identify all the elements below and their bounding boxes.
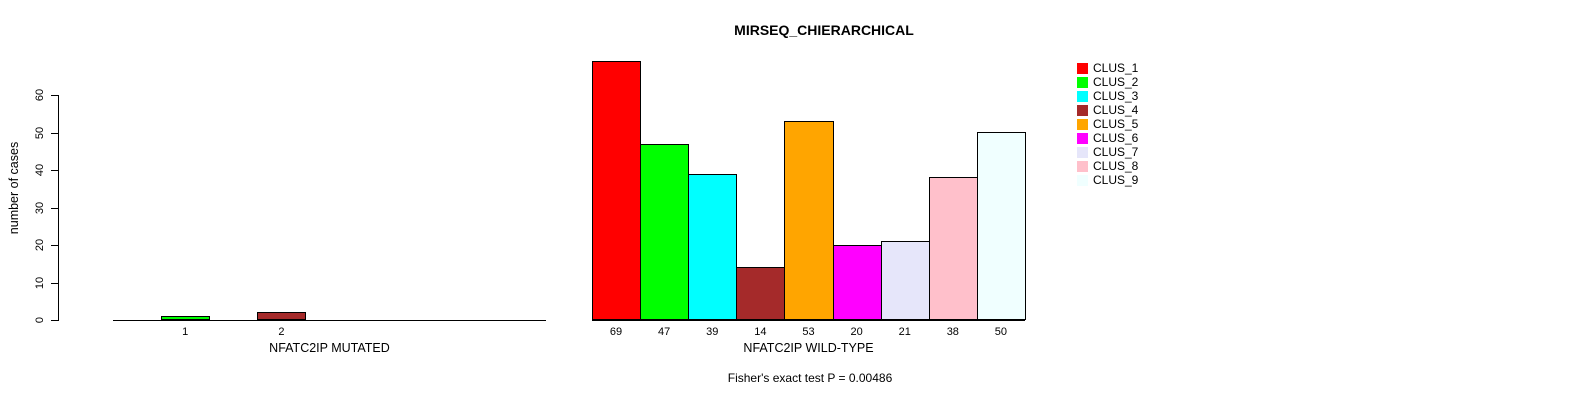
y-tick-label: 40 xyxy=(34,163,46,177)
bar-value-label: 53 xyxy=(802,326,815,338)
legend-label-clus_9: CLUS_9 xyxy=(1093,173,1139,187)
y-tick-mark xyxy=(51,95,58,96)
bar-value-label: 1 xyxy=(182,326,189,338)
bar-clus_9-panel-2 xyxy=(976,132,1026,320)
legend-swatch-clus_6 xyxy=(1077,133,1088,144)
y-tick-label: 30 xyxy=(34,201,46,214)
bar-clus_2-panel-2 xyxy=(640,144,690,320)
y-tick-label: 0 xyxy=(34,316,46,324)
legend-swatch-clus_2 xyxy=(1077,77,1088,88)
bar-value-label: 2 xyxy=(278,326,285,338)
bar-clus_1-panel-2 xyxy=(592,61,642,320)
legend-swatch-clus_5 xyxy=(1077,119,1088,130)
bar-value-label: 69 xyxy=(609,326,623,338)
legend-label-clus_3: CLUS_3 xyxy=(1093,89,1139,103)
legend-label-clus_1: CLUS_1 xyxy=(1093,61,1139,75)
bar-value-label: 38 xyxy=(946,326,959,338)
x-axis-line-panel-2 xyxy=(592,320,1025,321)
chart-title: MIRSEQ_CHIERARCHICAL xyxy=(734,22,914,38)
y-tick-mark xyxy=(51,132,58,134)
bar-value-label: 50 xyxy=(994,326,1008,338)
legend-swatch-clus_4 xyxy=(1077,105,1088,116)
legend-swatch-clus_3 xyxy=(1077,91,1088,102)
legend-swatch-clus_1 xyxy=(1077,63,1088,74)
y-tick-label: 60 xyxy=(34,88,46,102)
legend-swatch-clus_8 xyxy=(1077,161,1088,172)
y-tick-mark xyxy=(51,282,58,284)
legend-label-clus_5: CLUS_5 xyxy=(1093,117,1139,131)
bar-value-label: 14 xyxy=(754,326,767,338)
legend-swatch-clus_9 xyxy=(1077,175,1088,186)
bar-clus_7-panel-2 xyxy=(880,241,930,320)
bar-value-label: 39 xyxy=(706,326,719,338)
y-axis-line xyxy=(58,95,59,321)
bar-value-label: 20 xyxy=(850,326,863,338)
bar-value-label: 21 xyxy=(898,326,911,338)
legend-swatch-clus_7 xyxy=(1077,147,1088,158)
bar-value-label: 47 xyxy=(658,326,671,338)
y-tick-mark xyxy=(51,207,58,209)
y-tick-label: 10 xyxy=(34,276,46,289)
bar-clus_8-panel-2 xyxy=(928,177,978,320)
y-tick-mark xyxy=(51,245,58,246)
bar-clus_4-panel-1 xyxy=(257,312,307,320)
x-axis-label-panel-1: NFATC2IP MUTATED xyxy=(269,341,390,355)
legend-label-clus_6: CLUS_6 xyxy=(1093,131,1139,145)
y-tick-label: 20 xyxy=(34,238,46,252)
y-tick-mark xyxy=(51,320,58,321)
bar-clus_6-panel-2 xyxy=(832,245,882,320)
fisher-test-annotation: Fisher's exact test P = 0.00486 xyxy=(727,371,893,385)
bar-clus_4-panel-2 xyxy=(736,267,786,320)
legend-label-clus_8: CLUS_8 xyxy=(1093,159,1139,173)
legend-label-clus_2: CLUS_2 xyxy=(1093,75,1139,89)
legend-label-clus_7: CLUS_7 xyxy=(1093,145,1139,159)
legend-label-clus_4: CLUS_4 xyxy=(1093,103,1139,117)
x-axis-line-panel-1 xyxy=(113,320,546,321)
y-tick-mark xyxy=(51,170,58,171)
bar-clus_2-panel-1 xyxy=(161,316,211,320)
x-axis-label-panel-2: NFATC2IP WILD-TYPE xyxy=(743,341,874,355)
bar-clus_3-panel-2 xyxy=(688,174,738,320)
bar-clus_5-panel-2 xyxy=(784,121,834,320)
y-tick-label: 50 xyxy=(34,126,46,139)
